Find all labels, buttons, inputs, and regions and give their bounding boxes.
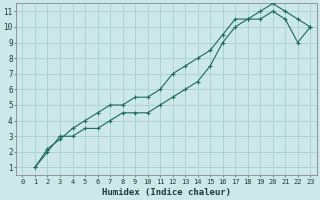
X-axis label: Humidex (Indice chaleur): Humidex (Indice chaleur) xyxy=(102,188,231,197)
